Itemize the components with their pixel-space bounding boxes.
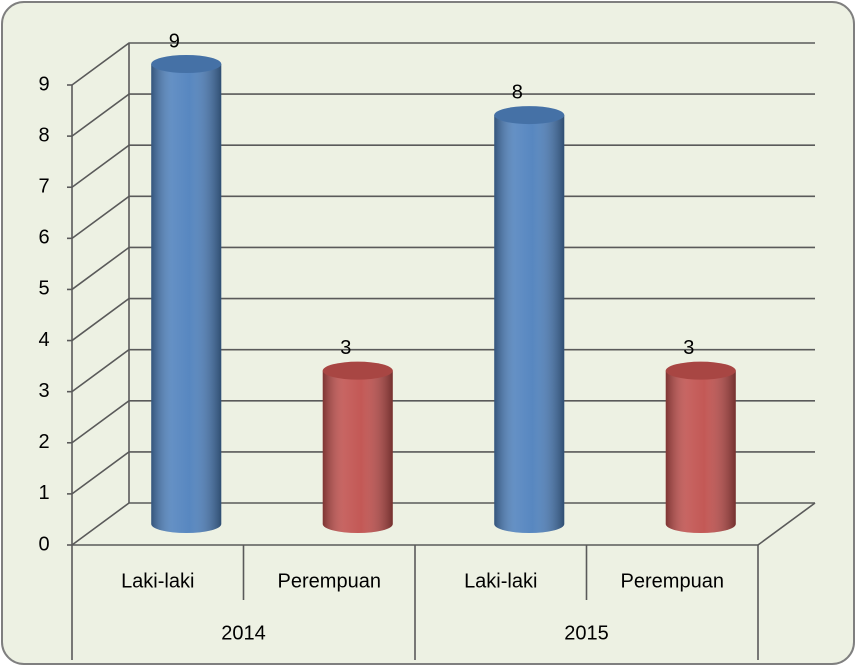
bar-top-shade xyxy=(665,361,736,380)
y-tick-label: 8 xyxy=(38,124,49,146)
x-tick-label: Perempuan xyxy=(278,570,381,592)
bar-shade xyxy=(322,370,393,533)
bar-top xyxy=(494,106,565,125)
data-label: 3 xyxy=(683,337,694,359)
x-tick-label: Laki-laki xyxy=(464,570,537,592)
bar-top xyxy=(322,361,393,380)
group-label: 2015 xyxy=(564,622,609,644)
y-tick-label: 7 xyxy=(38,176,49,198)
data-label: 8 xyxy=(512,81,523,103)
y-tick-label: 5 xyxy=(38,278,49,300)
bar-top-shade xyxy=(322,361,393,380)
data-label: 3 xyxy=(340,337,351,359)
grid-line xyxy=(71,502,815,546)
bar-shade xyxy=(665,370,736,533)
bar-top-shade xyxy=(151,55,222,73)
grid-line xyxy=(71,399,815,444)
y-tick-label: 3 xyxy=(38,380,49,402)
grid-line xyxy=(71,195,815,239)
data-label: 9 xyxy=(169,30,180,52)
y-tick-label: 0 xyxy=(38,533,49,555)
bar-group xyxy=(322,361,393,533)
floor-side xyxy=(757,502,816,546)
grid-line xyxy=(71,297,815,342)
bar-group xyxy=(151,55,222,533)
grid-line xyxy=(71,348,815,393)
bar-group xyxy=(494,106,565,533)
grid-line xyxy=(71,93,815,137)
y-tick-label: 1 xyxy=(38,482,49,504)
x-tick-label: Laki-laki xyxy=(121,570,194,592)
bar-shade xyxy=(151,64,222,533)
y-tick-label: 9 xyxy=(38,73,49,95)
bar-top-shade xyxy=(494,106,565,125)
grid-line xyxy=(71,246,815,291)
grid-line xyxy=(71,42,815,86)
bar-top xyxy=(665,361,736,380)
group-label: 2014 xyxy=(221,622,266,644)
x-tick-label: Perempuan xyxy=(621,570,724,592)
y-tick-label: 6 xyxy=(38,227,49,249)
bar-top xyxy=(151,55,222,73)
grid-line xyxy=(71,144,815,188)
y-tick-label: 4 xyxy=(38,329,49,351)
bar-group xyxy=(665,361,736,533)
grid-line xyxy=(71,451,815,495)
bar-shade xyxy=(494,115,565,533)
y-tick-label: 2 xyxy=(38,431,49,453)
